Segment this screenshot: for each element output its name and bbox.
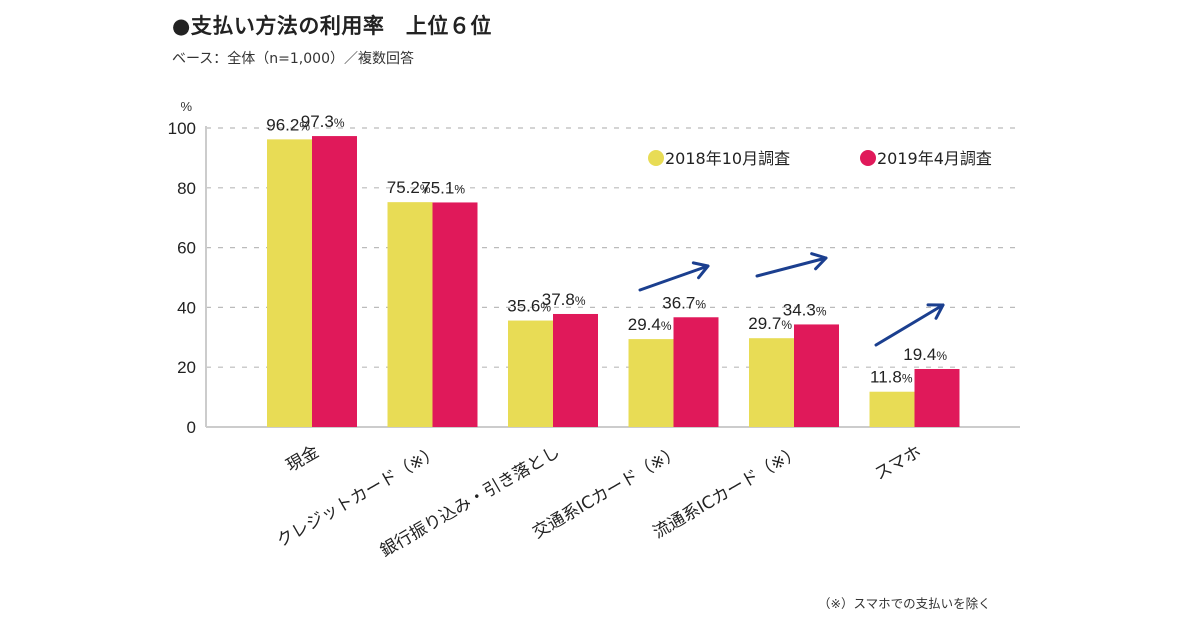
chart-subtitle: ベース：全体（n=1,000）／複数回答 (172, 51, 414, 67)
bar-2018 (628, 339, 674, 427)
bar-2019 (432, 202, 478, 427)
value-label: 36.7% (662, 293, 706, 312)
value-label: 75.1% (421, 178, 465, 197)
chart-title: ●支払い方法の利用率 上位６位 (172, 14, 492, 38)
y-tick-label: 40 (177, 298, 196, 317)
footnote: （※）スマホでの支払いを除く (818, 596, 991, 611)
y-tick-label: 0 (187, 418, 196, 437)
y-tick-label: 60 (177, 239, 196, 258)
value-label: 96.2% (266, 115, 310, 134)
trend-arrows (638, 252, 945, 347)
legend-label: 2018年10月調査 (665, 149, 790, 168)
bar-2018 (387, 202, 433, 427)
legend-swatch-2018 (648, 150, 664, 166)
bar-2018 (869, 391, 915, 427)
category-label: 現金 (283, 442, 322, 476)
bar-2019 (553, 313, 598, 427)
legend-swatch-2019 (860, 150, 876, 166)
value-label: 11.8% (870, 368, 913, 387)
legend: 2018年10月調査 2019年4月調査 (648, 149, 992, 168)
bar-2019 (673, 317, 719, 427)
bar-2019 (312, 136, 357, 427)
y-tick-label: 80 (177, 179, 196, 198)
y-axis-unit: % (180, 99, 192, 114)
value-labels: 96.2%97.3% 75.2%75.1% 35.6%37.8% 29.4% 36.7%… (266, 112, 947, 387)
bar-2018 (749, 338, 794, 427)
legend-label: 2019年4月調査 (877, 149, 992, 168)
value-label: 29.7% (748, 314, 792, 333)
increase-arrow-icon (874, 303, 945, 347)
increase-arrow-icon (638, 261, 710, 292)
bar-2018 (508, 320, 553, 427)
value-label: 75.2% (387, 178, 431, 197)
bar-2019 (914, 368, 960, 427)
value-label: 34.3% (783, 300, 827, 319)
y-tick-label: 20 (177, 358, 196, 377)
value-label: 97.3% (301, 112, 345, 131)
increase-arrow-icon (755, 252, 828, 278)
y-tick-label: 100 (168, 119, 196, 138)
bar-2019 (794, 324, 839, 427)
category-label: スマホ (871, 442, 925, 485)
value-label: 19.4% (903, 345, 947, 364)
bars (267, 136, 960, 427)
value-label: 37.8% (542, 290, 586, 309)
value-label: 29.4% (628, 315, 672, 334)
value-label: 35.6% (507, 297, 551, 316)
category-labels: 現金クレジットカード（※）銀行振り込み・引き落とし交通系ICカード（※）流通系I… (273, 442, 925, 561)
bar-2018 (267, 139, 312, 427)
